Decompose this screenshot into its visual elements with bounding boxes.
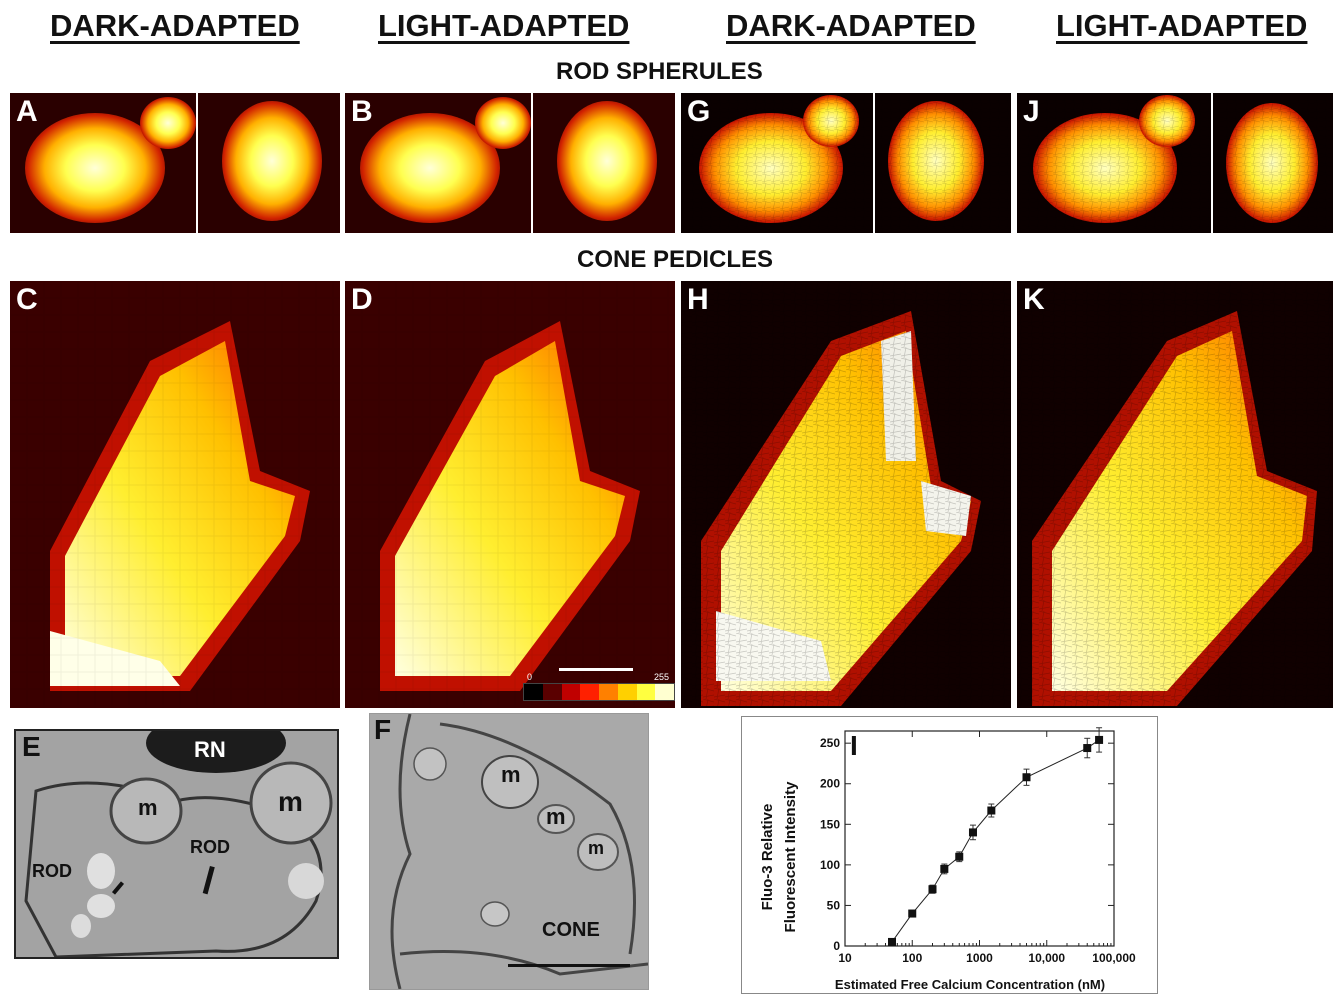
x-tick-label: 10,000 xyxy=(1028,951,1065,965)
panel-d-cone-pixel: D xyxy=(345,281,675,708)
colorbar-swatch-6 xyxy=(636,684,656,700)
scale-bar-d xyxy=(559,668,633,671)
panel-k-image xyxy=(1017,281,1333,708)
panel-g-rod-voronoi: G xyxy=(681,93,1011,233)
panel-c-cone-pixel: C xyxy=(10,281,340,708)
panel-j-label: J xyxy=(1023,95,1040,128)
data-point xyxy=(1022,773,1031,782)
panel-a-rod-pixel: A xyxy=(10,93,340,233)
y-tick-label: 150 xyxy=(820,817,840,831)
em-e-rod-label-2: ROD xyxy=(190,837,230,857)
panel-a-label: A xyxy=(16,95,38,128)
panel-b-label: B xyxy=(351,95,373,128)
x-tick-label: 100 xyxy=(902,951,922,965)
x-tick-label: 10 xyxy=(838,951,852,965)
colorbar-swatch-0 xyxy=(524,684,543,700)
header-dark-adapted-1: DARK-ADAPTED xyxy=(50,8,300,43)
panel-g-image xyxy=(681,93,1011,233)
chart-plot-frame xyxy=(844,730,1115,947)
data-point xyxy=(987,806,996,815)
chart-ylabel-line1: Fluo-3 Relative xyxy=(759,804,776,911)
panel-f-label: F xyxy=(374,714,392,745)
panel-h-cone-voronoi: H xyxy=(681,281,1011,708)
y-tick-label: 50 xyxy=(827,898,841,912)
y-tick-label: 0 xyxy=(833,939,840,953)
panel-e-em: E RN m m ROD ROD xyxy=(14,729,339,959)
data-point xyxy=(1095,735,1104,744)
panel-d-label: D xyxy=(351,283,373,316)
panel-e-image xyxy=(16,731,337,957)
calcium-calibration-chart: 10 100 1000 10,000 100,000 0 50 100 150 200 250 Es… xyxy=(759,727,1136,992)
colorbar xyxy=(523,683,675,701)
colorbar-swatch-2 xyxy=(561,684,581,700)
panel-j-rod-voronoi: J xyxy=(1017,93,1333,233)
panel-i-graph: 10 100 1000 10,000 100,000 0 50 100 150 200 250 Es… xyxy=(741,716,1158,994)
em-f-m-label-2: m xyxy=(546,804,566,829)
panel-k-cone-voronoi: K xyxy=(1017,281,1333,708)
rod-spherules-title: ROD SPHERULES xyxy=(556,58,763,85)
cone-pedicles-title: CONE PEDICLES xyxy=(577,246,774,273)
em-f-m-label-3: m xyxy=(588,838,605,858)
panel-k-label: K xyxy=(1023,283,1045,316)
panel-c-label: C xyxy=(16,283,38,316)
colorbar-swatch-5 xyxy=(617,684,637,700)
y-tick-label: 250 xyxy=(820,736,840,750)
data-point xyxy=(968,828,977,837)
data-point xyxy=(888,937,897,946)
colorbar-swatch-4 xyxy=(599,684,618,700)
panel-g-label: G xyxy=(687,95,711,128)
x-tick-label: 100,000 xyxy=(1092,951,1136,965)
em-f-cone-label: CONE xyxy=(542,919,600,941)
colorbar-swatch-7 xyxy=(655,684,674,700)
data-point xyxy=(908,909,917,918)
chart-xlabel: Estimated Free Calcium Concentration (nM… xyxy=(835,977,1105,992)
series-line xyxy=(891,739,1100,943)
panel-d-image xyxy=(345,281,675,708)
panel-e-label: E xyxy=(22,731,41,762)
panel-h-label: H xyxy=(687,283,709,316)
em-f-m-label-1: m xyxy=(501,762,521,787)
em-e-m-label-1: m xyxy=(138,795,158,820)
chart-ylabel-line2: Fluorescent Intensity xyxy=(782,781,799,933)
panel-f-em: F m m m CONE xyxy=(369,713,649,990)
colorbar-swatch-3 xyxy=(580,684,599,700)
panel-i-label: I xyxy=(850,730,858,761)
header-light-adapted-2: LIGHT-ADAPTED xyxy=(1056,8,1308,43)
header-dark-adapted-2: DARK-ADAPTED xyxy=(726,8,976,43)
colorbar-max-label: 255 xyxy=(654,672,670,682)
colorbar-min-label: 0 xyxy=(527,672,533,682)
em-e-rn-label: RN xyxy=(194,737,226,762)
panel-a-image xyxy=(10,93,340,233)
data-point xyxy=(940,864,949,873)
em-e-m-label-2: m xyxy=(278,786,303,817)
y-tick-label: 200 xyxy=(820,777,840,791)
panel-f-image xyxy=(370,714,648,989)
x-tick-label: 1000 xyxy=(966,951,993,965)
data-point xyxy=(1083,744,1092,753)
scale-bar-f xyxy=(508,964,630,967)
panel-h-image xyxy=(681,281,1011,708)
panel-b-rod-pixel: B xyxy=(345,93,675,233)
y-tick-label: 100 xyxy=(820,858,840,872)
data-point xyxy=(955,852,964,861)
panel-j-image xyxy=(1017,93,1333,233)
data-point xyxy=(928,885,937,894)
panel-c-image xyxy=(10,281,340,708)
header-light-adapted-1: LIGHT-ADAPTED xyxy=(378,8,630,43)
em-e-rod-label-1: ROD xyxy=(32,861,72,881)
colorbar-swatch-1 xyxy=(542,684,562,700)
panel-b-image xyxy=(345,93,675,233)
